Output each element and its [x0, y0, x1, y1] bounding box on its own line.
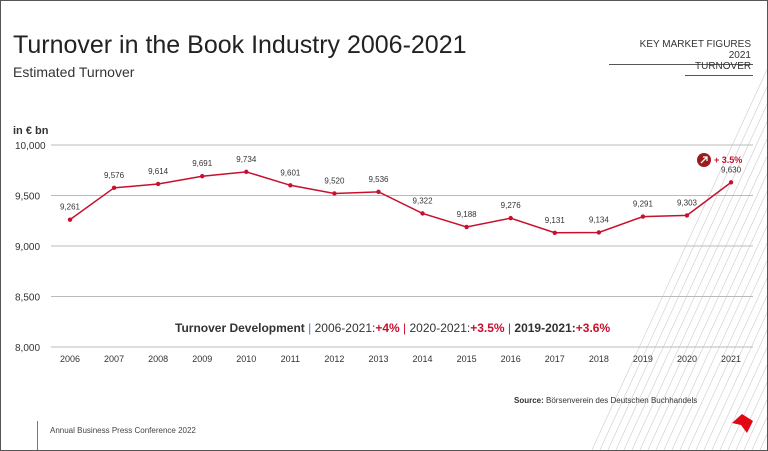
page-title: Turnover in the Book Industry 2006-2021 — [13, 31, 467, 59]
data-label: 9,134 — [589, 215, 610, 224]
data-point — [684, 213, 690, 218]
hatch-line — [719, 347, 767, 450]
hatch-line — [639, 173, 767, 450]
hatch-line — [695, 294, 767, 450]
x-tick-label: 2012 — [324, 354, 344, 364]
hatch-line — [647, 190, 767, 450]
data-label: 9,691 — [192, 159, 213, 168]
x-tick-label: 2018 — [589, 354, 609, 364]
summary-part: Turnover Development — [175, 321, 305, 335]
series-line — [69, 171, 732, 234]
section-label: KEY MARKET FIGURES 2021 — [609, 39, 753, 65]
hatch-line — [711, 329, 767, 450]
data-label: 9,630 — [721, 165, 742, 174]
source-part: Börsenverein des Deutschen Buchhandels — [544, 396, 697, 405]
summary-part: | — [400, 321, 410, 335]
hatch-line — [623, 138, 767, 450]
data-point — [332, 191, 337, 196]
tab-turnover: TURNOVER — [685, 61, 753, 76]
summary-part: 2006-2021: — [315, 321, 376, 335]
summary-part: 2019-2021: — [514, 321, 575, 335]
y-tick-label: 8,000 — [15, 343, 40, 354]
hatch-line — [735, 381, 767, 450]
hatch-line — [655, 207, 767, 450]
x-tick-label: 2010 — [236, 354, 256, 364]
x-tick-label: 2015 — [457, 354, 477, 364]
y-tick-label: 9,500 — [15, 192, 40, 203]
summary-part: | — [305, 321, 315, 335]
data-point — [728, 180, 734, 185]
data-label: 9,601 — [280, 168, 301, 177]
data-point — [200, 174, 205, 179]
summary-part: +3.6% — [576, 321, 611, 335]
data-label: 9,291 — [633, 200, 654, 209]
x-tick-label: 2016 — [501, 354, 521, 364]
hatch-line — [599, 86, 767, 450]
data-point — [111, 185, 117, 191]
data-label: 9,520 — [324, 176, 345, 185]
summary-part: +4% — [375, 321, 400, 335]
data-label: 9,322 — [413, 196, 434, 205]
x-tick-label: 2008 — [148, 354, 168, 364]
hatch-line — [727, 364, 767, 450]
data-label: 9,261 — [60, 203, 81, 212]
x-tick-label: 2014 — [413, 354, 433, 364]
x-tick-label: 2011 — [281, 354, 300, 364]
logo-icon — [732, 414, 753, 433]
growth-annotation: + 3.5% — [714, 155, 742, 165]
data-point — [508, 215, 513, 221]
hatch-line — [615, 121, 767, 450]
y-tick-label: 10,000 — [15, 141, 46, 152]
data-label: 9,614 — [148, 167, 169, 176]
data-label: 9,536 — [368, 175, 389, 184]
data-point — [464, 224, 469, 230]
data-label: 9,131 — [545, 216, 566, 225]
x-tick-label: 2009 — [192, 354, 212, 364]
footer-text: Annual Business Press Conference 2022 — [37, 421, 196, 450]
hatch-line — [679, 260, 767, 450]
arrow-glyph — [700, 156, 708, 164]
hatch-line — [671, 242, 767, 450]
x-tick-label: 2013 — [368, 354, 388, 364]
hatch-line — [591, 68, 767, 450]
data-label: 9,734 — [236, 155, 257, 164]
summary-part: | — [505, 321, 515, 335]
source-part: Source: — [514, 396, 544, 405]
x-tick-label: 2021 — [721, 354, 741, 364]
data-point — [244, 169, 249, 175]
x-tick-label: 2007 — [104, 354, 124, 364]
y-tick-label: 9,000 — [15, 242, 40, 253]
data-point — [552, 230, 557, 235]
data-point — [596, 230, 602, 235]
data-label: 9,188 — [457, 210, 478, 219]
data-point — [376, 189, 381, 195]
hatch-line — [663, 225, 767, 450]
y-axis-label: in € bn — [13, 125, 49, 137]
data-point — [640, 214, 646, 219]
x-tick-label: 2017 — [545, 354, 565, 364]
summary-part: 2020-2021: — [410, 321, 471, 335]
data-label: 9,276 — [501, 201, 522, 210]
development-summary: Turnover Development | 2006-2021:+4% | 2… — [175, 321, 610, 335]
data-point — [155, 181, 161, 187]
page-subtitle: Estimated Turnover — [13, 64, 135, 80]
hatch-line — [687, 277, 767, 450]
hatch-line — [607, 103, 767, 450]
hatch-line — [743, 399, 767, 450]
x-tick-label: 2006 — [60, 354, 80, 364]
data-label: 9,303 — [677, 198, 698, 207]
data-label: 9,576 — [104, 171, 125, 180]
x-tick-label: 2020 — [677, 354, 697, 364]
hatch-line — [703, 312, 767, 450]
source-text: Source: Börsenverein des Deutschen Buchh… — [514, 396, 697, 405]
data-point — [288, 183, 293, 188]
data-point — [420, 211, 425, 216]
x-tick-label: 2019 — [633, 354, 653, 364]
data-point — [67, 217, 73, 222]
summary-part: +3.5% — [470, 321, 505, 335]
hatch-line — [631, 155, 767, 450]
y-tick-label: 8,500 — [15, 293, 40, 304]
